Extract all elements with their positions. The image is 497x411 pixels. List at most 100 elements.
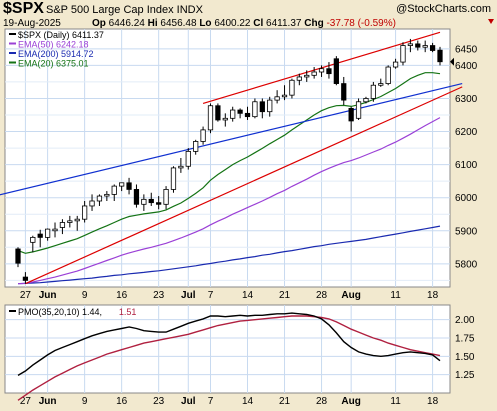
- candle-body: [141, 198, 147, 205]
- x-tick-label: 21: [279, 290, 291, 301]
- x-tick-label: 27: [20, 396, 32, 407]
- candle-body: [163, 189, 169, 205]
- candle: [200, 126, 206, 145]
- price-panel: [4, 28, 451, 288]
- candle-body: [119, 182, 125, 187]
- x-tick-label: 14: [242, 290, 254, 301]
- pmo-line: [17, 312, 441, 377]
- x-tick-label: 9: [82, 290, 88, 301]
- ema200-line: [17, 225, 441, 285]
- y-tick-label: 6000: [455, 193, 478, 204]
- candle: [289, 78, 295, 99]
- candle: [148, 192, 154, 206]
- high-value: 6456.48: [160, 18, 197, 29]
- candle: [274, 90, 280, 104]
- candle: [400, 42, 406, 66]
- legend-entry: EMA(50) 6242.18: [18, 40, 89, 50]
- candle-body: [415, 43, 421, 48]
- candle: [318, 65, 325, 77]
- candle-body: [429, 45, 436, 51]
- candle-body: [259, 101, 265, 113]
- change-label: Chg: [304, 18, 324, 29]
- legend-swatch: [9, 33, 16, 35]
- candle-body: [385, 66, 391, 84]
- x-tick-label: 16: [116, 396, 128, 407]
- low-label: Lo: [199, 18, 212, 29]
- candle-body: [407, 43, 414, 46]
- brand-label: @StockCharts.com: [396, 3, 491, 15]
- candle: [215, 103, 221, 122]
- candle: [222, 113, 228, 127]
- x-tick-label: 7: [208, 290, 214, 301]
- low-value: 6400.22: [214, 18, 251, 29]
- candle: [363, 96, 369, 104]
- candle: [311, 67, 317, 79]
- pmo-panel: [4, 304, 451, 394]
- candle: [244, 106, 251, 120]
- candle-body: [289, 79, 295, 96]
- x-tick-label: 14: [242, 396, 254, 407]
- candle: [385, 65, 391, 86]
- x-tick-label: 18: [427, 290, 439, 301]
- candle-body: [30, 236, 36, 243]
- y-tick-label: 6400: [455, 61, 478, 72]
- legend-entry: EMA(20) 6375.01: [18, 59, 89, 69]
- candle: [133, 184, 140, 208]
- candle: [333, 56, 339, 86]
- candle: [407, 38, 414, 53]
- high-label: Hi: [147, 18, 158, 29]
- candle-body: [378, 83, 384, 86]
- candle-body: [200, 129, 206, 142]
- x-tick-label: Aug: [341, 290, 360, 301]
- candle: [281, 85, 288, 101]
- candle-body: [133, 189, 140, 205]
- candle: [296, 73, 302, 86]
- candle: [207, 103, 214, 134]
- candle: [22, 272, 29, 284]
- x-tick-label: 11: [390, 396, 401, 407]
- x-tick-label: 11: [390, 290, 401, 301]
- blue-trendline: [0, 82, 463, 196]
- x-tick-label: Aug: [341, 396, 360, 407]
- candle-body: [104, 193, 110, 197]
- candle-body: [74, 218, 80, 222]
- candle-body: [222, 117, 228, 121]
- candle-body: [348, 107, 354, 122]
- candle-body: [370, 84, 376, 99]
- x-tick-label: 16: [116, 290, 128, 301]
- x-tick-label: 7: [208, 396, 214, 407]
- legend-swatch: [9, 42, 16, 45]
- candle: [15, 247, 21, 268]
- y-tick-label: 5900: [455, 226, 478, 237]
- candle: [437, 46, 443, 66]
- candle: [341, 76, 347, 106]
- candle: [304, 70, 310, 82]
- candle-body: [400, 45, 406, 63]
- candle-body: [311, 71, 317, 76]
- candle: [96, 194, 103, 206]
- candle: [119, 182, 125, 192]
- quote-date: 19-Aug-2025: [3, 18, 61, 29]
- pmo-signal-legend-entry: 1.51: [119, 307, 137, 317]
- x-tick-label: 21: [279, 396, 291, 407]
- symbol-label: $SPX: [3, 0, 44, 17]
- candle: [237, 108, 243, 119]
- candle: [104, 191, 110, 201]
- instrument-name: S&P 500 Large Cap Index INDX: [46, 4, 203, 16]
- candle: [67, 215, 73, 228]
- candle: [392, 58, 399, 69]
- x-tick-label: Jul: [181, 290, 196, 301]
- legend-swatch: [9, 310, 16, 312]
- candle-body: [193, 141, 199, 152]
- candle: [415, 40, 421, 51]
- candle-body: [296, 76, 302, 81]
- legend-entry: $SPX (Daily) 6411.37: [18, 30, 104, 40]
- candle-body: [37, 233, 43, 238]
- candle-body: [52, 228, 58, 232]
- candle-body: [170, 167, 177, 190]
- candle-body: [274, 96, 280, 101]
- x-tick-label: Jul: [181, 396, 196, 407]
- y-tick-label: 6100: [455, 160, 478, 171]
- candle-body: [15, 248, 21, 264]
